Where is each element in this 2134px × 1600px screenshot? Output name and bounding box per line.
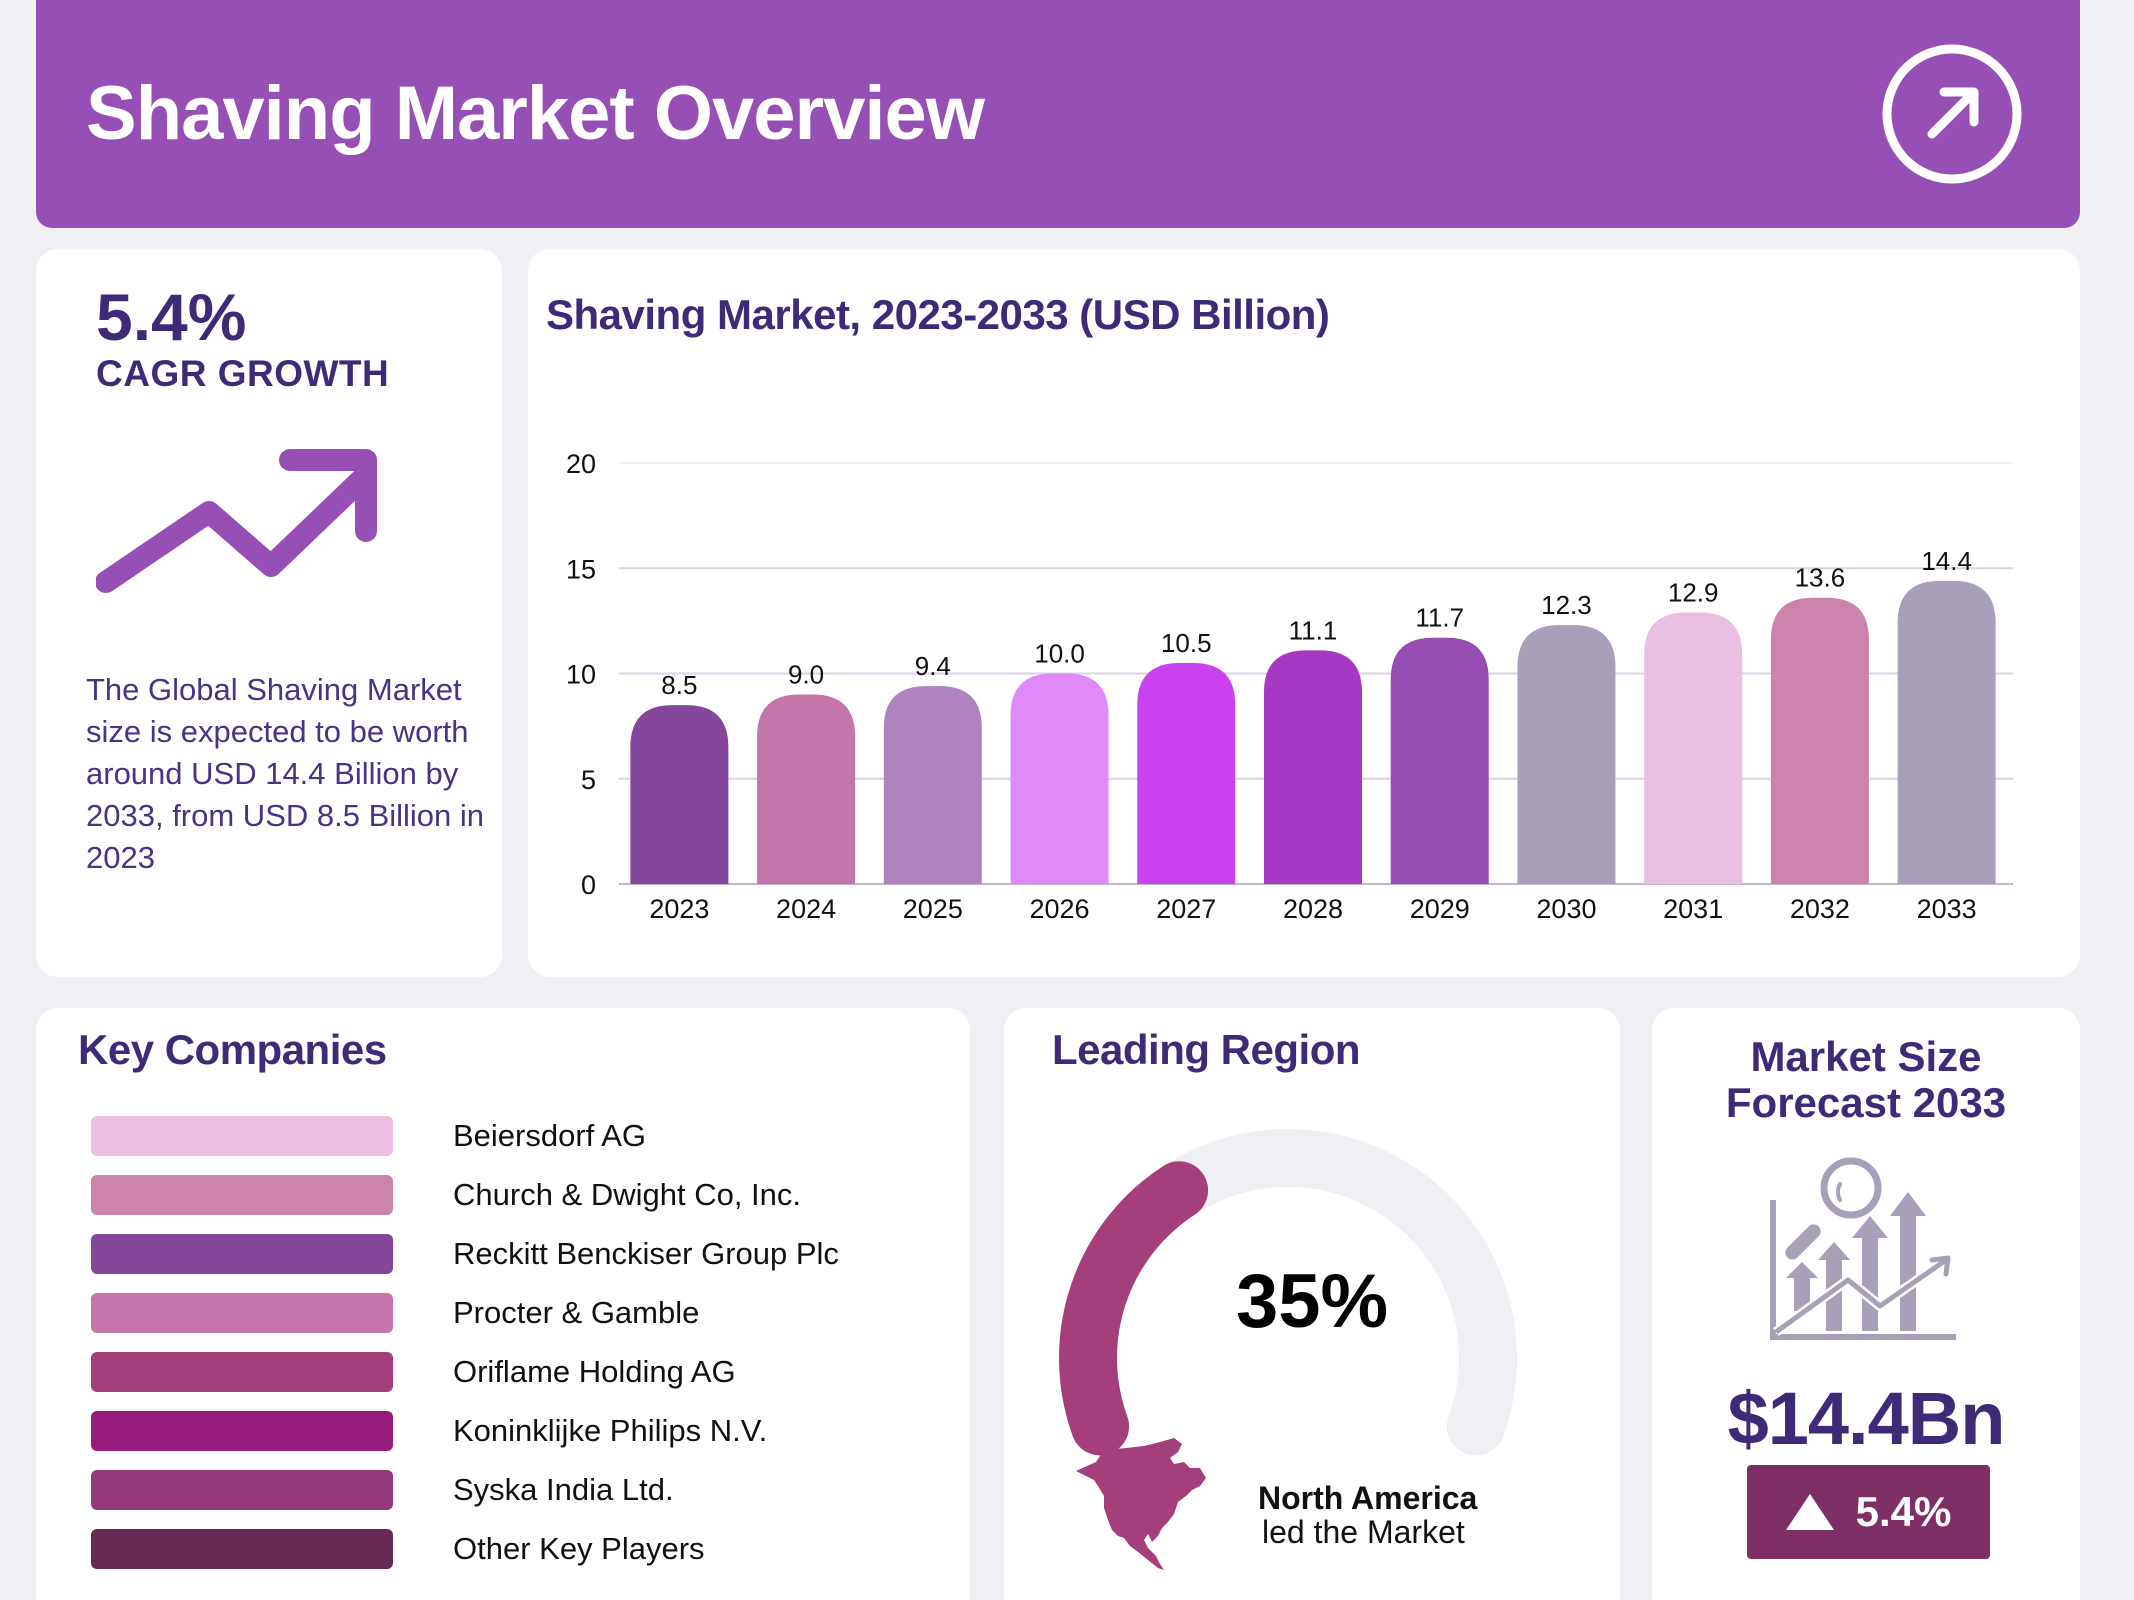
companies-title: Key Companies [78,1026,387,1073]
bar-2025 [883,686,982,884]
cagr-value: 5.4% [96,280,247,354]
company-color-swatch [91,1116,393,1156]
region-title: Leading Region [1052,1026,1361,1073]
market-forecast-card: Market Size Forecast 2033 $14.4Bn 5.4% [1652,1008,2080,1600]
company-color-swatch [91,1470,393,1510]
x-tick-label: 2028 [1283,894,1343,924]
x-tick-label: 2032 [1790,894,1850,924]
bar-value-label: 9.4 [915,651,951,681]
bar-value-label: 8.5 [661,670,697,700]
bar-value-label: 11.1 [1289,615,1338,645]
bar-2023 [630,705,729,884]
y-tick-label: 10 [566,660,596,690]
growth-value: 5.4% [1855,1488,1952,1535]
page-header: Shaving Market Overview [36,0,2080,228]
y-tick-label: 0 [581,870,596,900]
company-name: Syska India Ltd. [453,1472,674,1507]
bar-value-label: 11.7 [1415,603,1464,633]
company-color-swatch [91,1352,393,1392]
bar-2030 [1517,625,1616,884]
leading-region-card: Leading Region 35% North America led the… [1004,1008,1620,1600]
y-tick-label: 15 [566,554,596,584]
forecast-title: Market Size Forecast 2033 [1652,1034,2080,1126]
x-tick-label: 2030 [1536,894,1596,924]
bar-2033 [1897,580,1996,884]
bar-value-label: 9.0 [788,660,824,690]
page-title: Shaving Market Overview [86,71,985,156]
region-share-value: 35% [1235,1259,1389,1344]
key-companies-card: Key Companies Beiersdorf AG Church & Dwig… [36,1008,970,1600]
y-tick-label: 5 [581,765,596,795]
cagr-description: The Global Shaving Market size is expect… [86,672,485,875]
bar-chart: 0 5 10 15 20 8.5 2023 9.0 2024 9.4 2025 10.0 2026 10.… [566,449,2013,924]
bar-value-label: 10.0 [1034,639,1085,669]
company-item: Reckitt Benckiser Group Plc [91,1234,839,1274]
cagr-label: CAGR GROWTH [96,353,390,394]
bar-value-label: 14.4 [1921,546,1972,576]
bar-2031 [1644,612,1743,884]
market-chart-card: Shaving Market, 2023-2033 (USD Billion) … [528,249,2080,977]
company-name: Procter & Gamble [453,1295,700,1330]
company-item: Koninklijke Philips N.V. [91,1411,767,1451]
company-item: Oriflame Holding AG [91,1352,736,1392]
bar-2032 [1770,597,1869,884]
trend-up-arrow-icon [96,449,377,593]
bar-value-label: 13.6 [1795,563,1846,593]
gauge-fill [1059,1161,1209,1456]
bar-2026 [1010,673,1109,884]
x-tick-label: 2033 [1917,894,1977,924]
company-item: Other Key Players [91,1529,705,1569]
x-tick-label: 2024 [776,894,836,924]
forecast-title-line1: Market Size [1750,1033,1982,1080]
north-america-map-icon [1076,1438,1206,1570]
company-color-swatch [91,1411,393,1451]
region-name: North America [1258,1480,1478,1516]
growth-badge: 5.4% [1747,1465,1990,1559]
company-item: Beiersdorf AG [91,1116,646,1156]
bar-value-label: 10.5 [1161,628,1212,658]
triangle-up-icon [1785,1494,1834,1530]
region-share-gauge [1059,1129,1517,1456]
forecast-title-line2: Forecast 2033 [1725,1079,2007,1126]
bar-value-label: 12.3 [1541,590,1592,620]
x-tick-label: 2031 [1663,894,1723,924]
chart-title: Shaving Market, 2023-2033 (USD Billion) [546,291,1330,338]
cagr-card: 5.4% CAGR GROWTH The Global Shaving Mark… [36,249,502,977]
company-name: Beiersdorf AG [453,1118,646,1153]
y-tick-label: 20 [566,449,596,479]
company-name: Reckitt Benckiser Group Plc [453,1236,839,1271]
company-name: Koninklijke Philips N.V. [453,1413,768,1448]
x-tick-label: 2025 [903,894,963,924]
forecast-value: $14.4Bn [1727,1377,2006,1460]
company-color-swatch [91,1175,393,1215]
growth-chart-magnifier-icon [1770,1157,1956,1340]
bar-2028 [1264,650,1362,884]
x-tick-label: 2026 [1030,894,1090,924]
company-name: Other Key Players [453,1531,705,1566]
company-name: Oriflame Holding AG [453,1354,736,1389]
bar-2024 [757,694,856,884]
company-item: Procter & Gamble [91,1293,699,1333]
company-item: Syska India Ltd. [91,1470,674,1510]
bar-2027 [1137,662,1236,884]
company-item: Church & Dwight Co, Inc. [91,1175,801,1215]
company-color-swatch [91,1234,393,1274]
arrow-up-right-circle-icon[interactable] [1882,44,2022,184]
bar-value-label: 12.9 [1668,577,1719,607]
x-tick-label: 2027 [1156,894,1216,924]
x-tick-label: 2029 [1410,894,1470,924]
region-subtitle: led the Market [1262,1514,1465,1550]
bar-2029 [1390,637,1489,884]
company-color-swatch [91,1529,393,1569]
x-tick-label: 2023 [649,894,709,924]
company-name: Church & Dwight Co, Inc. [453,1177,802,1212]
company-color-swatch [91,1293,393,1333]
